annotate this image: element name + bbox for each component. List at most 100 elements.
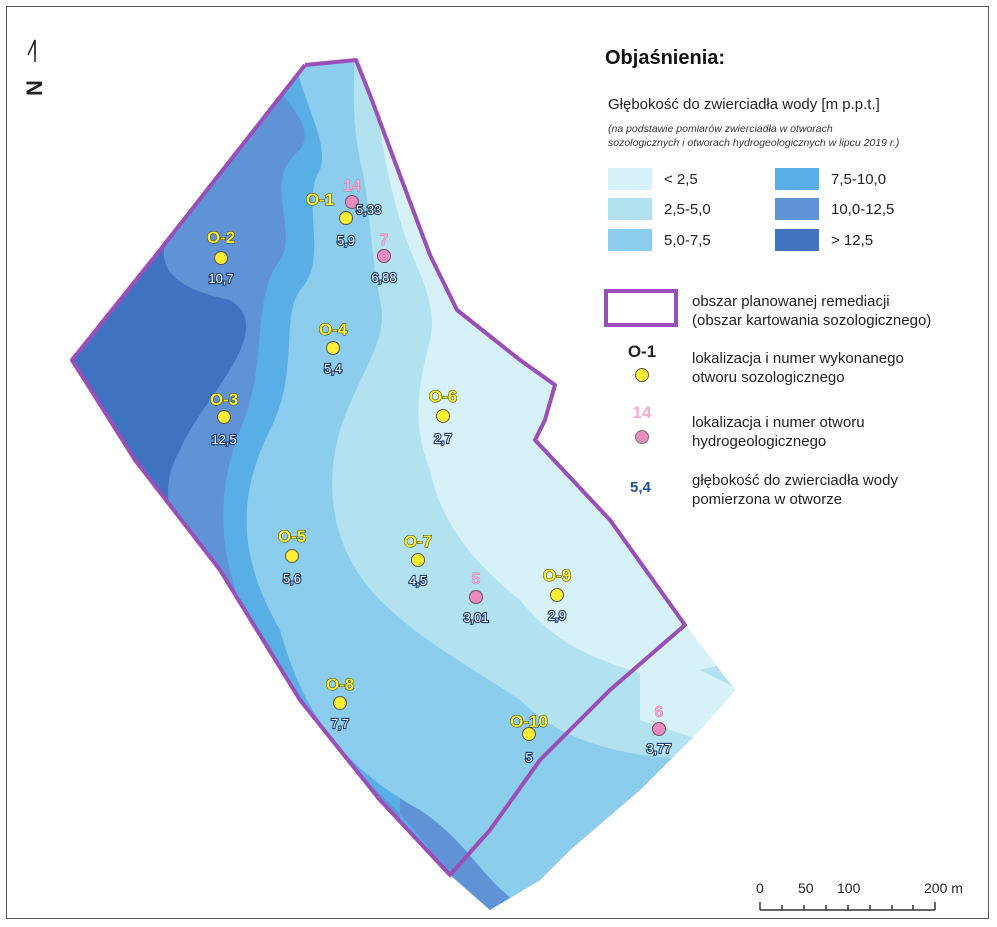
- legend-soz-symbol: O-1: [628, 342, 656, 382]
- borehole-label: 7: [380, 232, 389, 249]
- borehole-depth-value: 7,7: [331, 716, 349, 731]
- borehole-depth-value: 10,7: [208, 271, 233, 286]
- legend-class-label: 2,5-5,0: [664, 200, 711, 218]
- legend-soz-line1: lokalizacja i numer wykonanego: [692, 350, 904, 367]
- sozological-borehole-marker: [214, 251, 228, 265]
- borehole-o-4: O-4 5,4: [318, 320, 348, 378]
- borehole-depth-value: 12,5: [211, 432, 236, 447]
- legend-class-5: 10,0-12,5: [775, 198, 894, 220]
- scale-tick-0: 0: [756, 880, 764, 896]
- legend-depth-title: Głębokość do zwierciadła wody [m p.p.t.]: [608, 96, 880, 113]
- legend-class-swatch: [775, 168, 819, 190]
- hydrogeological-borehole-marker: [345, 195, 359, 209]
- borehole-14: 145,33: [343, 178, 383, 218]
- legend-class-label: < 2,5: [664, 170, 698, 188]
- legend-hydro-code: 14: [633, 403, 652, 422]
- legend-title: Objaśnienia:: [605, 47, 726, 69]
- borehole-depth-value: 3,01: [463, 610, 488, 625]
- legend-class-swatch: [775, 198, 819, 220]
- sozological-borehole-marker: [326, 341, 340, 355]
- borehole-label: 14: [343, 178, 361, 195]
- borehole-label: 6: [655, 704, 664, 721]
- legend-class-label: > 12,5: [831, 231, 874, 249]
- hydrogeological-borehole-marker: [377, 249, 391, 263]
- scale-tick-200: 200 m: [924, 880, 963, 896]
- legend-depth-note: (na podstawie pomiarów zwierciadła w otw…: [608, 122, 993, 150]
- legend-hydro-symbol: 14: [633, 403, 652, 444]
- scale-tick-100: 100: [837, 880, 861, 896]
- borehole-depth-value: 6,88: [371, 270, 396, 285]
- legend-depth-line1: głębokość do zwierciadła wody: [692, 472, 898, 489]
- borehole-label: O-9: [543, 566, 571, 585]
- borehole-7: 76,88: [370, 232, 398, 286]
- borehole-label: O-3: [210, 390, 238, 409]
- borehole-o-7: O-7 4,5: [403, 532, 432, 590]
- legend-soz-line2: otworu sozologicznego: [692, 369, 845, 386]
- borehole-o-1: O-1 5,9: [305, 190, 356, 250]
- legend-hydro-line1: lokalizacja i numer otworu: [692, 414, 865, 431]
- borehole-label: O-7: [404, 532, 432, 551]
- sozological-borehole-marker: [522, 727, 536, 741]
- legend-boundary-symbol: [604, 289, 678, 327]
- legend-class-3: 5,0-7,5: [608, 229, 711, 251]
- borehole-depth-value: 2,7: [434, 431, 452, 446]
- legend-hydro-text: lokalizacja i numer otworu hydrogeologic…: [692, 413, 865, 451]
- sozological-borehole-marker: [550, 588, 564, 602]
- hydrogeological-borehole-marker: [652, 722, 666, 736]
- sozological-borehole-marker: [411, 553, 425, 567]
- legend-class-4: 7,5-10,0: [775, 168, 886, 190]
- hydrogeological-borehole-marker: [469, 590, 483, 604]
- borehole-depth-value: 5,6: [283, 571, 301, 586]
- legend-class-1: < 2,5: [608, 168, 698, 190]
- legend-depth-value-symbol: 5,4: [630, 479, 651, 496]
- legend-hydro-line2: hydrogeologicznego: [692, 433, 827, 450]
- borehole-label: O-10: [510, 712, 548, 731]
- legend-class-label: 7,5-10,0: [831, 170, 887, 188]
- borehole-label: O-1: [306, 190, 334, 209]
- borehole-o-9: O-9 2,9: [542, 566, 571, 625]
- sozological-borehole-marker: [217, 410, 231, 424]
- borehole-o-8: O-8 7,7: [325, 675, 354, 733]
- borehole-label: O-5: [278, 527, 306, 546]
- borehole-depth-value: 5: [525, 750, 532, 765]
- sozological-borehole-marker: [436, 409, 450, 423]
- sozological-borehole-marker: [333, 696, 347, 710]
- legend-depth-text: głębokość do zwierciadła wody pomierzona…: [692, 471, 898, 509]
- legend-depth-note-line1: (na podstawie pomiarów zwierciadła w otw…: [608, 123, 833, 135]
- scale-bar: 0 50 100 200 m: [756, 880, 963, 911]
- legend-class-swatch: [608, 198, 652, 220]
- legend-boundary-text: obszar planowanej remediacji (obszar kar…: [692, 292, 931, 330]
- boreholes-layer: O-1 5,9 O-2 10,7 O-3 12,5 O-4 5,4 O-5 5,6 O-6 2,7 O-…: [206, 178, 673, 767]
- sozological-borehole-marker: [339, 211, 353, 225]
- north-arrow: N: [22, 39, 47, 96]
- borehole-depth-value: 2,9: [548, 608, 566, 623]
- borehole-o-3: O-3 12,5: [209, 390, 238, 449]
- remediation-boundary: [70, 58, 687, 877]
- legend-class-swatch: [608, 168, 652, 190]
- borehole-label: 5: [472, 571, 481, 588]
- legend-depth-note-line2: sozologicznych i otworach hydrogeologicz…: [608, 137, 900, 149]
- borehole-depth-value: 5,33: [356, 202, 381, 217]
- scale-tick-50: 50: [798, 880, 814, 896]
- legend-class-label: 10,0-12,5: [831, 200, 895, 218]
- borehole-depth-value: 5,4: [324, 361, 342, 376]
- borehole-depth-value: 5,9: [337, 233, 355, 248]
- legend-boundary-line1: obszar planowanej remediacji: [692, 293, 890, 310]
- borehole-6: 63,77: [645, 704, 673, 757]
- legend-class-6: > 12,5: [775, 229, 873, 251]
- legend-soz-code: O-1: [628, 342, 656, 361]
- legend-class-label: 5,0-7,5: [664, 231, 711, 249]
- borehole-label: O-2: [207, 228, 235, 247]
- borehole-o-2: O-2 10,7: [206, 228, 235, 288]
- borehole-depth-value: 4,5: [409, 573, 427, 588]
- legend-depth-line2: pomierzona w otworze: [692, 491, 843, 508]
- legend-soz-text: lokalizacja i numer wykonanego otworu so…: [692, 349, 904, 387]
- legend-boundary-line2: (obszar kartowania sozologicznego): [692, 312, 932, 329]
- borehole-5: 53,01: [462, 571, 490, 626]
- borehole-o-10: O-10 5: [510, 712, 549, 767]
- borehole-label: O-6: [429, 387, 457, 406]
- borehole-label: O-8: [326, 675, 354, 694]
- borehole-label: O-4: [319, 320, 348, 339]
- borehole-depth-value: 3,77: [646, 741, 671, 756]
